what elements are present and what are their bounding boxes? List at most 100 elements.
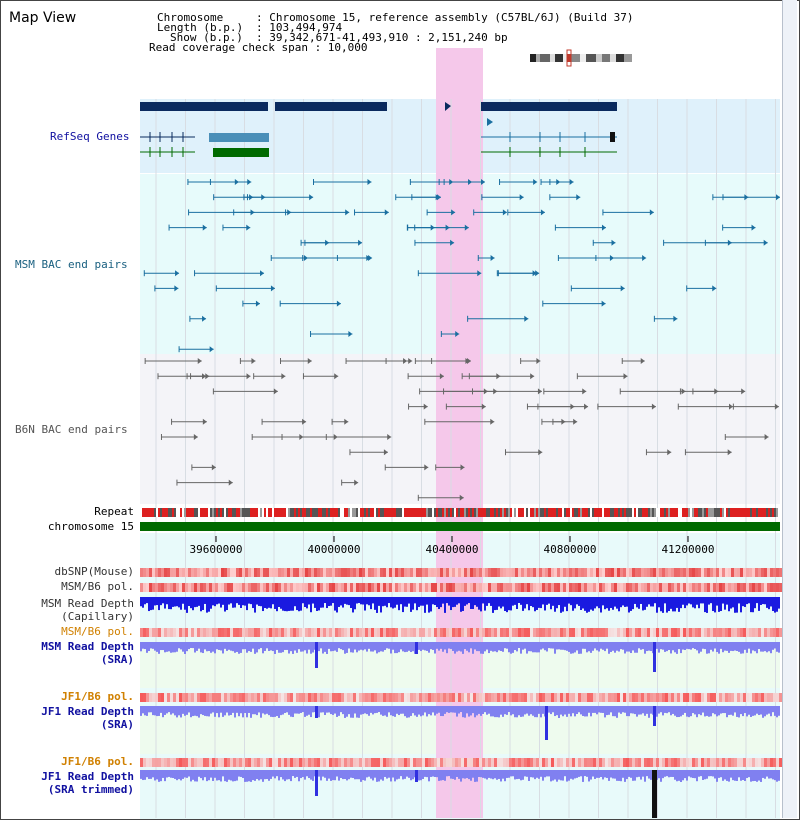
heat-cell (719, 758, 722, 767)
depth-bar (470, 706, 472, 716)
depth-bar (252, 770, 254, 781)
depth-bar (464, 642, 466, 650)
depth-bar (306, 597, 308, 609)
track-label-jf1-b6-pol-2[interactable]: JF1/B6 pol. (61, 755, 134, 768)
heat-cell (209, 568, 212, 577)
vertical-scrollbar[interactable] (782, 0, 797, 818)
depth-bar (674, 597, 676, 612)
depth-bar (536, 642, 538, 653)
heat-cell (242, 758, 245, 767)
depth-bar (480, 770, 482, 778)
heat-cell (494, 693, 497, 702)
depth-bar (420, 642, 422, 652)
heat-cell (575, 628, 578, 637)
repeat-band (696, 508, 698, 517)
depth-bar (610, 770, 612, 778)
heat-cell (560, 693, 563, 702)
heat-cell (476, 568, 479, 577)
heat-cell (521, 693, 524, 702)
bac-end (202, 315, 207, 322)
heat-cell (731, 628, 734, 637)
depth-bar (206, 597, 208, 613)
heat-cell (734, 693, 737, 702)
repeat-band (562, 508, 564, 517)
depth-bar (396, 642, 398, 654)
heat-cell (281, 628, 284, 637)
track-label-msm-read-depth[interactable]: MSM Read Depth (41, 597, 134, 610)
heat-cell (734, 568, 737, 577)
heat-cell (443, 628, 446, 637)
heat-cell (281, 758, 284, 767)
track-label-msm-b6-pol[interactable]: MSM/B6 pol. (61, 580, 134, 593)
bac-end (538, 449, 543, 456)
depth-bar (586, 597, 588, 613)
depth-bar (274, 642, 276, 654)
heat-cell (296, 583, 299, 592)
heat-cell (218, 628, 221, 637)
track-label-b6n-bac[interactable]: B6N BAC end pairs (15, 423, 128, 436)
repeat-band (326, 508, 328, 517)
heat-cell (197, 583, 200, 592)
depth-bar (618, 706, 620, 713)
heat-cell (158, 568, 161, 577)
depth-bar (672, 706, 674, 714)
track-label-msm-b6-pol-2[interactable]: MSM/B6 pol. (61, 625, 134, 638)
track-label-refseq[interactable]: RefSeq Genes (50, 130, 130, 143)
heat-cell (398, 628, 401, 637)
heat-cell (245, 583, 248, 592)
heat-cell (680, 758, 683, 767)
bac-end (537, 388, 542, 395)
heat-cell (722, 758, 725, 767)
repeat-band (670, 508, 672, 517)
bac-end (468, 179, 473, 185)
depth-bar (402, 706, 404, 714)
depth-bar (418, 642, 420, 650)
repeat-band (360, 508, 362, 517)
repeat-band (366, 508, 368, 517)
depth-bar (440, 597, 442, 608)
heat-cell (644, 583, 647, 592)
track-label-jf1-read-sra[interactable]: JF1 Read Depth (41, 705, 134, 718)
depth-bar (202, 706, 204, 716)
depth-bar (278, 770, 280, 781)
heat-cell (437, 628, 440, 637)
track-label-msm-bac[interactable]: MSM BAC end pairs (15, 258, 128, 271)
heat-cell (737, 693, 740, 702)
repeat-band (586, 508, 588, 517)
heat-cell (707, 568, 710, 577)
depth-bar (496, 642, 498, 653)
depth-bar (336, 642, 338, 652)
heat-cell (155, 568, 158, 577)
track-label-jf1-trimmed[interactable]: JF1 Read Depth (41, 770, 134, 783)
heat-cell (680, 583, 683, 592)
depth-bar (174, 597, 176, 607)
depth-bar (602, 770, 604, 780)
heat-cell (410, 693, 413, 702)
depth-bar (646, 706, 648, 714)
depth-bar (686, 642, 688, 649)
heat-cell (701, 758, 704, 767)
depth-bar (746, 706, 748, 717)
depth-bar (202, 642, 204, 654)
depth-bar (716, 642, 718, 653)
depth-bar (274, 597, 276, 609)
track-label-repeat[interactable]: Repeat (94, 505, 134, 518)
heat-cell (326, 583, 329, 592)
heat-cell (500, 583, 503, 592)
heat-cell (416, 568, 419, 577)
depth-bar (266, 597, 268, 609)
heat-cell (200, 568, 203, 577)
track-label-chromosome[interactable]: chromosome 15 (47, 520, 134, 533)
repeat-band (578, 508, 580, 517)
track-label-msm-read-sra[interactable]: MSM Read Depth (41, 640, 134, 653)
track-label-dbsnp[interactable]: dbSNP(Mouse) (54, 565, 134, 578)
track-label-jf1-b6-pol[interactable]: JF1/B6 pol. (61, 690, 134, 703)
heat-cell (695, 568, 698, 577)
depth-bar (210, 597, 212, 609)
depth-bar (220, 597, 222, 608)
depth-bar (394, 706, 396, 717)
depth-bar (266, 770, 268, 780)
depth-bar (490, 706, 492, 717)
depth-bar (232, 770, 234, 782)
